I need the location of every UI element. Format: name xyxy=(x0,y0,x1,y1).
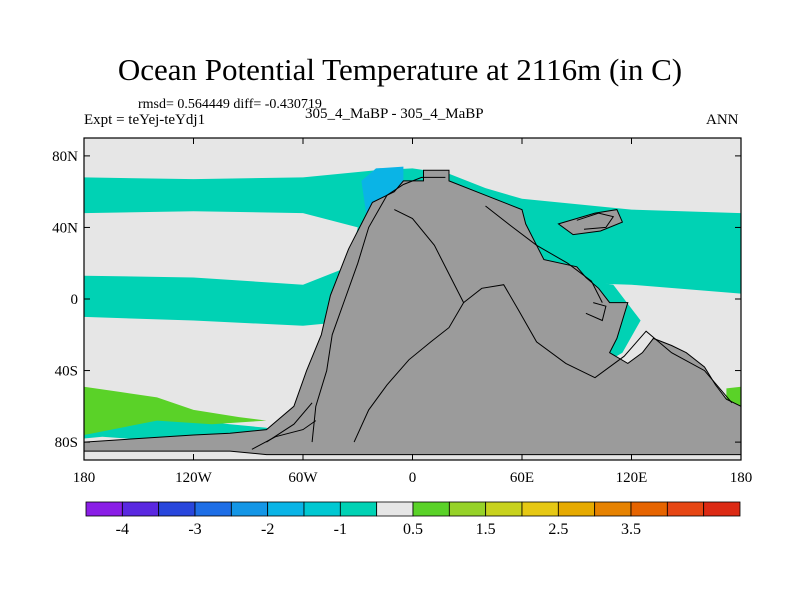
land-mass xyxy=(84,169,741,456)
expt-label: Expt = teYej-teYdj1 xyxy=(84,112,206,128)
colorbar-box xyxy=(339,501,378,517)
x-tick-label: 120W xyxy=(175,470,213,486)
contour-line xyxy=(311,176,446,443)
colorbar-box xyxy=(594,501,632,517)
colorbar-box xyxy=(230,501,269,517)
y-tick-label: 0 xyxy=(71,292,79,308)
colorbar-box xyxy=(303,501,341,517)
chart-title: Ocean Potential Temperature at 2116m (in… xyxy=(117,52,683,87)
x-tick-label: 60E xyxy=(510,470,534,486)
contour-line xyxy=(576,212,615,230)
colorbar-label: -2 xyxy=(261,521,274,538)
x-tick-label: 120E xyxy=(616,470,648,486)
colorbar-label: 0.5 xyxy=(403,521,423,538)
contour-line xyxy=(585,302,607,322)
x-tick-label: 0 xyxy=(409,470,417,486)
contour-line xyxy=(463,284,733,404)
colorbar-box xyxy=(158,501,196,517)
colorbar-box xyxy=(630,501,668,517)
colorbar-label: 1.5 xyxy=(476,521,496,538)
contour-line xyxy=(353,209,465,443)
contour-line xyxy=(485,205,603,303)
y-tick-label: 80S xyxy=(55,435,78,451)
region-south-green-patch-west xyxy=(84,386,267,435)
colorbar-box xyxy=(703,501,741,517)
colorbar-box xyxy=(485,501,523,517)
contour-line xyxy=(266,402,313,443)
y-tick-label: 40N xyxy=(52,220,78,236)
colorbar-box xyxy=(412,501,450,517)
plot-area xyxy=(84,138,741,460)
colorbar-label: -4 xyxy=(116,521,129,538)
x-tick-label: 180 xyxy=(73,470,96,486)
land-mass xyxy=(557,209,624,236)
colorbar-label: 3.5 xyxy=(621,521,641,538)
y-tick-label: 40S xyxy=(55,364,78,380)
cases-label: 305_4_MaBP - 305_4_MaBP xyxy=(305,106,484,122)
x-tick-label: 180 xyxy=(730,470,753,486)
colorbar-box xyxy=(521,501,559,517)
colorbar-box xyxy=(666,501,705,517)
contour-line xyxy=(251,420,317,450)
colorbar-label: -1 xyxy=(334,521,347,538)
x-tick-label: 60W xyxy=(288,470,318,486)
colorbar-box xyxy=(85,501,123,517)
stats-label: rmsd= 0.564449 diff= -0.430719 xyxy=(138,97,322,112)
colorbar-box xyxy=(557,501,596,517)
colorbar-box xyxy=(194,501,232,517)
colorbar-box xyxy=(448,501,487,517)
y-tick-label: 80N xyxy=(52,149,78,165)
colorbar-label: 2.5 xyxy=(548,521,568,538)
colorbar-box xyxy=(376,501,414,517)
colorbar-label: -3 xyxy=(188,521,201,538)
colorbar-box xyxy=(267,501,305,517)
colorbar-box xyxy=(121,501,160,517)
season-label: ANN xyxy=(706,112,739,128)
